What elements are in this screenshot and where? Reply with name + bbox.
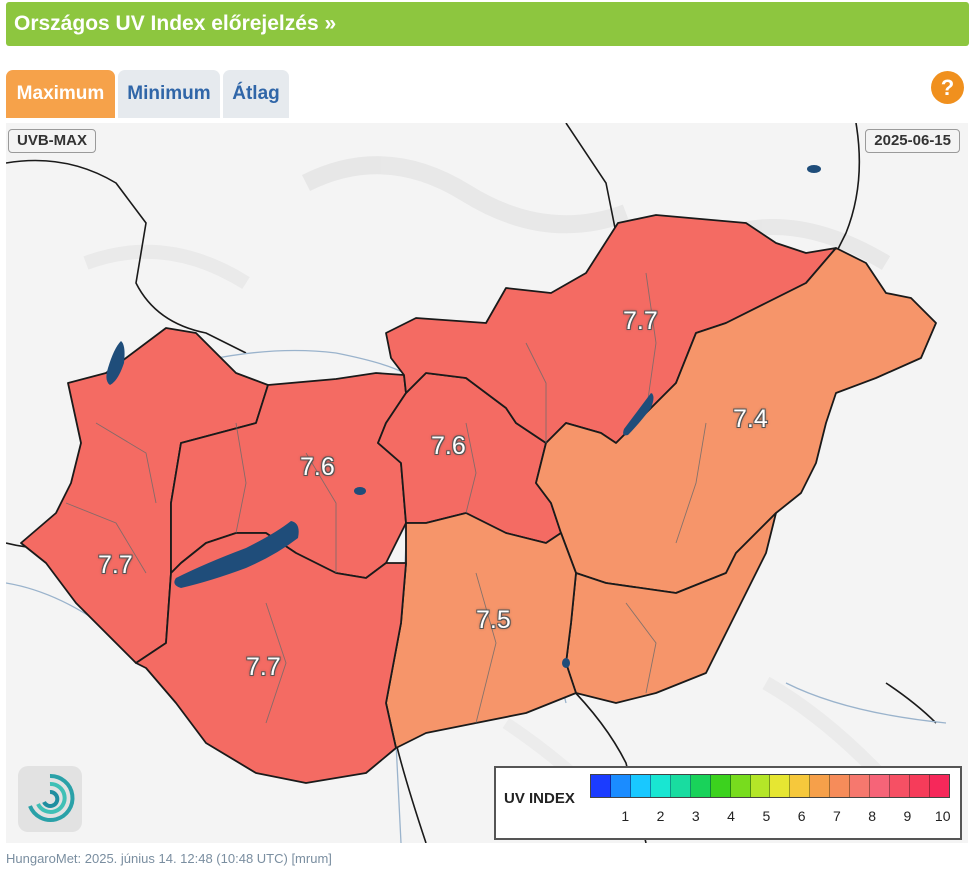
page-title-link[interactable]: Országos UV Index előrejelzés » [14,12,337,35]
legend-swatch [591,775,611,797]
legend-swatch [830,775,851,797]
legend-tick-label: 10 [934,808,951,824]
legend-tick-label: 6 [797,808,806,824]
tab-average[interactable]: Átlag [223,70,289,118]
lakes [106,165,821,668]
legend-tick-label: 2 [656,808,665,824]
legend-swatch [670,775,691,797]
tab-minimum[interactable]: Minimum [118,70,220,118]
lake-neusiedl [106,341,125,385]
legend-swatch [910,775,930,797]
legend-swatch [810,775,831,797]
legend-title: UV INDEX [504,790,575,807]
value-northeast: 7.7 [623,307,658,335]
footer-timestamp: HungaroMet: 2025. június 14. 12:48 (10:4… [6,851,332,866]
legend-swatch [610,775,631,797]
help-icon[interactable]: ? [931,71,964,104]
uv-map: UVB-MAX 2025-06-15 7.7 7.4 7.6 7.6 7.7 7… [6,123,968,843]
legend-tick-label: 3 [691,808,700,824]
uv-legend: UV INDEX 1 2 3 4 5 6 7 8 9 10 [494,766,962,840]
legend-swatch [890,775,910,797]
legend-swatch [790,775,811,797]
date-label: 2025-06-15 [865,129,960,153]
value-east: 7.4 [733,405,768,433]
map-svg [6,123,947,843]
legend-color-bar [590,774,950,798]
legend-swatch [770,775,791,797]
value-central-west: 7.6 [300,453,335,481]
lake-velence [354,487,366,495]
product-label: UVB-MAX [8,129,96,153]
legend-swatch [650,775,671,797]
legend-swatch [870,775,891,797]
legend-swatch [690,775,711,797]
legend-tick-label: 4 [727,808,735,824]
lake-tisza [623,393,654,436]
lake-small-east [807,165,821,173]
legend-swatch [750,775,771,797]
swirl-icon [28,773,75,822]
legend-swatch [850,775,871,797]
legend-ticks: 1 2 3 4 5 6 7 8 9 10 [590,808,950,826]
value-southwest: 7.7 [246,653,281,681]
hungary-regions [20,214,937,784]
tab-maximum[interactable]: Maximum [6,70,115,118]
header-bar: Országos UV Index előrejelzés » [6,2,969,46]
region-southwest [135,532,407,784]
lake-small-south [562,658,570,668]
legend-swatch [730,775,751,797]
legend-tick-label: 5 [762,808,771,824]
legend-tick-label: 9 [903,808,912,824]
value-south-central: 7.5 [476,606,511,634]
legend-swatch [630,775,651,797]
county-lines [65,272,707,724]
legend-tick-label: 8 [868,808,877,824]
legend-tick-label: 1 [621,808,630,824]
hungaromet-logo [18,766,82,832]
legend-swatch [710,775,731,797]
legend-tick-label: 7 [832,808,841,824]
value-west: 7.7 [98,551,133,579]
lake-balaton [174,521,299,588]
value-north-central: 7.6 [431,432,466,460]
legend-swatch [929,775,949,797]
